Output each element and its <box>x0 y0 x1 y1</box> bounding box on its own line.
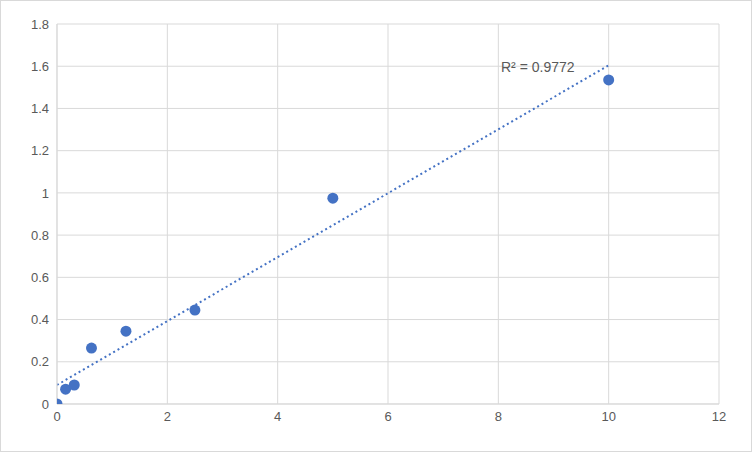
svg-text:0: 0 <box>53 409 60 424</box>
svg-text:0.6: 0.6 <box>31 270 49 285</box>
svg-text:1.6: 1.6 <box>31 59 49 74</box>
svg-text:1.4: 1.4 <box>31 101 49 116</box>
svg-text:10: 10 <box>601 409 615 424</box>
svg-text:0: 0 <box>42 397 49 412</box>
svg-text:0.8: 0.8 <box>31 228 49 243</box>
svg-text:4: 4 <box>274 409 281 424</box>
svg-text:1.2: 1.2 <box>31 143 49 158</box>
svg-text:6: 6 <box>384 409 391 424</box>
svg-text:8: 8 <box>495 409 502 424</box>
svg-text:0.2: 0.2 <box>31 354 49 369</box>
svg-text:1.8: 1.8 <box>31 17 49 32</box>
svg-text:12: 12 <box>712 409 726 424</box>
svg-text:2: 2 <box>164 409 171 424</box>
html-text:R² = 0.9772: R² = 0.9772 <box>501 59 575 75</box>
svg-text:1: 1 <box>42 186 49 201</box>
svg-text:0.4: 0.4 <box>31 312 49 327</box>
